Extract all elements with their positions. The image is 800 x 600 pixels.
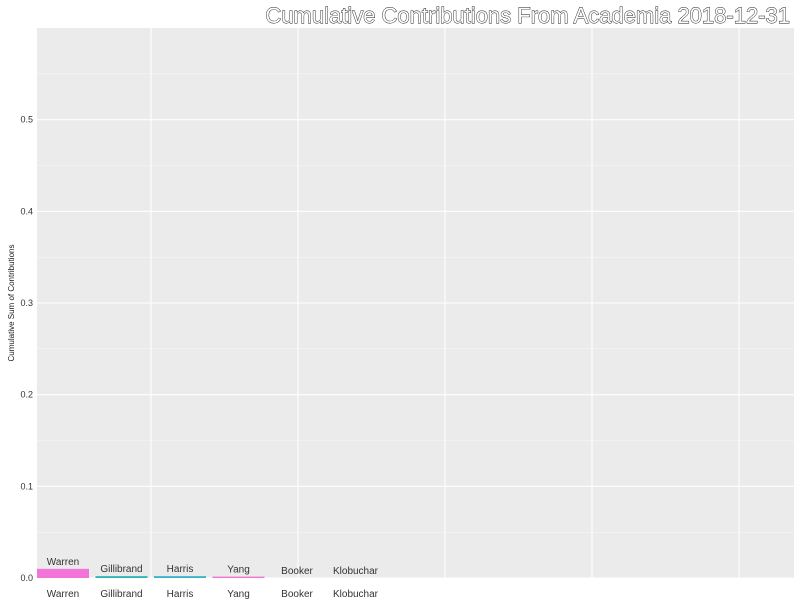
y-tick-label: 0.0 xyxy=(20,573,33,583)
bar xyxy=(212,576,265,578)
bar-label: Klobuchar xyxy=(333,566,379,577)
y-tick-label: 0.5 xyxy=(20,115,33,125)
bar-label: Booker xyxy=(281,566,313,577)
x-tick-label: Klobuchar xyxy=(333,589,379,600)
bar-label: Gillibrand xyxy=(100,564,142,575)
y-tick-label: 0.2 xyxy=(20,390,33,400)
y-tick-label: 0.4 xyxy=(20,206,33,216)
x-tick-label: Gillibrand xyxy=(100,589,142,600)
bar xyxy=(154,576,206,578)
chart-title: Cumulative Contributions From Academia 2… xyxy=(265,3,790,28)
bar-label: Yang xyxy=(227,565,250,576)
bar xyxy=(37,568,89,578)
x-tick-label: Harris xyxy=(167,589,194,600)
x-axis-ticks: Warren Gillibrand Harris Yang Booker Klobucha… xyxy=(47,589,379,600)
y-tick-label: 0.3 xyxy=(20,298,33,308)
bar xyxy=(95,576,148,578)
grid-lines xyxy=(37,28,794,579)
bars xyxy=(37,568,265,578)
x-tick-label: Booker xyxy=(281,589,313,600)
y-tick-label: 0.1 xyxy=(20,481,33,491)
bar-label: Warren xyxy=(47,557,79,568)
bar-labels: Warren Gillibrand Harris Yang Booker Klobucha… xyxy=(47,557,379,577)
y-axis-ticks: 0.0 0.1 0.2 0.3 0.4 0.5 xyxy=(20,115,33,583)
y-axis-label: Cumulative Sum of Contributions xyxy=(7,245,16,362)
x-tick-label: Warren xyxy=(47,589,79,600)
x-tick-label: Yang xyxy=(227,589,250,600)
bar-label: Harris xyxy=(167,564,194,575)
